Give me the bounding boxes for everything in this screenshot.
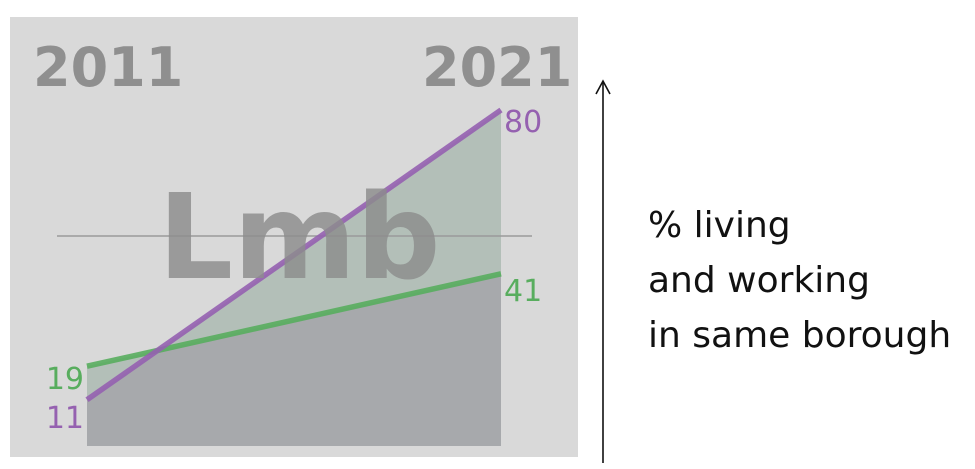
axis-caption-line-3: in same borough	[648, 315, 952, 356]
chart-marks	[57, 107, 532, 446]
series-0-value-start: 19	[46, 362, 84, 397]
base-area	[87, 273, 501, 446]
series-1-line	[85, 107, 503, 403]
year-label-start: 2011	[33, 36, 183, 99]
axis-caption-line-1: % living	[648, 205, 791, 246]
series-1-value-end: 80	[504, 105, 542, 140]
series-1-value-start: 11	[46, 401, 84, 436]
series-0-value-end: 41	[504, 274, 542, 309]
borough-code-label: Lmb	[158, 168, 441, 306]
axis-caption-line-2: and working	[648, 260, 870, 301]
year-label-end: 2021	[422, 36, 572, 99]
up-arrow-icon	[595, 79, 611, 95]
value-labels: 19 11 41 80	[46, 105, 542, 436]
axis-caption: % living and working in same borough	[648, 198, 951, 363]
